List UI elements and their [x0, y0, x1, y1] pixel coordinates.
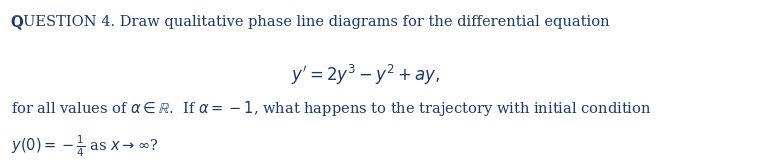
Text: QUESTION 4. Draw qualitative phase line diagrams for the differential equation: QUESTION 4. Draw qualitative phase line …	[11, 15, 609, 29]
Text: for all values of $\alpha \in \mathbb{R}$.  If $\alpha = -1$, what happens to th: for all values of $\alpha \in \mathbb{R}…	[11, 99, 651, 118]
Text: $y(0) = -\frac{1}{4}$ as $x \to \infty$?: $y(0) = -\frac{1}{4}$ as $x \to \infty$?	[11, 133, 159, 159]
Text: $y' = 2y^3 - y^2 + ay,$: $y' = 2y^3 - y^2 + ay,$	[291, 63, 440, 87]
Text: Q: Q	[11, 15, 23, 29]
